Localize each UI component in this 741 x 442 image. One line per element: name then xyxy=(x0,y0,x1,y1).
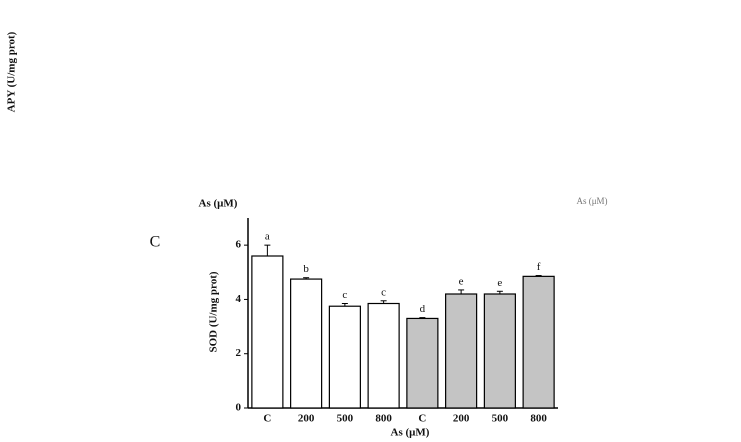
y-axis-label: SOD (U/mg prot) xyxy=(208,271,220,352)
value-label: d xyxy=(420,303,426,315)
fragment-label: APY (U/mg prot) xyxy=(6,31,18,112)
x-tick-label: 200 xyxy=(453,413,470,425)
bar xyxy=(290,278,323,409)
bar xyxy=(328,305,361,409)
value-label: c xyxy=(342,289,347,301)
fragment-label: As (μM) xyxy=(199,198,238,210)
x-tick-label: 200 xyxy=(298,413,315,425)
y-tick-label: 0 xyxy=(236,402,242,414)
panel-label: C xyxy=(150,234,161,251)
fragment-label: As (μM) xyxy=(576,196,607,206)
value-label: e xyxy=(497,277,502,289)
bar xyxy=(367,302,400,409)
bar xyxy=(522,275,555,409)
x-tick-label: C xyxy=(263,413,271,425)
y-tick-label: 6 xyxy=(236,239,242,251)
x-tick-label: 800 xyxy=(375,413,392,425)
value-label: a xyxy=(265,231,270,243)
value-label: f xyxy=(537,261,541,273)
bar xyxy=(483,293,516,409)
bar xyxy=(251,255,284,409)
y-tick-label: 2 xyxy=(236,347,242,359)
bar xyxy=(406,317,439,409)
value-label: e xyxy=(459,275,464,287)
x-tick-label: 800 xyxy=(530,413,547,425)
x-tick-label: C xyxy=(418,413,426,425)
value-label: c xyxy=(381,286,386,298)
x-tick-label: 500 xyxy=(337,413,354,425)
value-label: b xyxy=(303,263,309,275)
bar xyxy=(445,293,478,409)
y-tick-label: 4 xyxy=(236,293,242,305)
x-axis-label: As (μM) xyxy=(391,427,430,439)
x-tick-label: 500 xyxy=(492,413,509,425)
